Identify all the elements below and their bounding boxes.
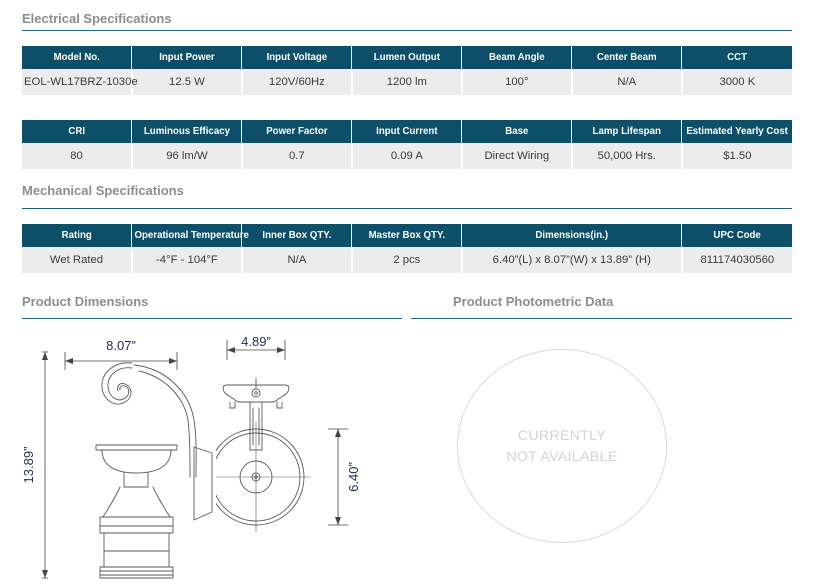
svg-text:6.40”: 6.40”	[346, 462, 361, 492]
svg-text:13.89”: 13.89”	[21, 447, 36, 484]
svg-text:8.07”: 8.07”	[106, 338, 136, 353]
svg-text:4.89”: 4.89”	[241, 334, 271, 349]
